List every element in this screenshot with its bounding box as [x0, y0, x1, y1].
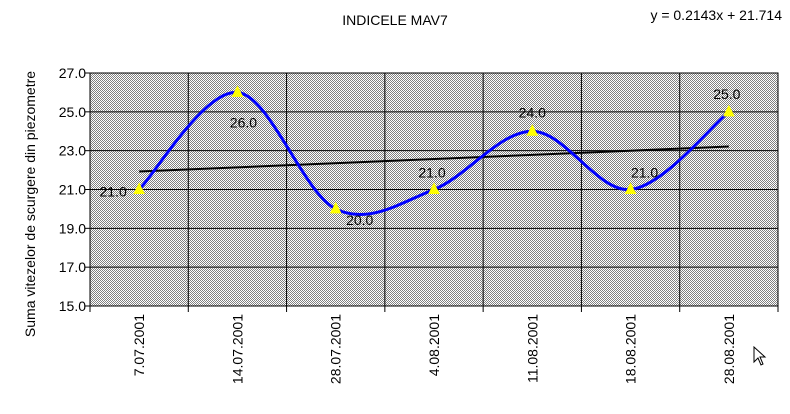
y-tick-label: 15.0 [59, 298, 86, 314]
data-label: 20.0 [346, 212, 373, 228]
y-tick-label: 23.0 [59, 143, 86, 159]
data-label: 25.0 [713, 86, 740, 102]
x-tick-label: 18.08.2001 [623, 314, 639, 384]
trendline [139, 145, 729, 173]
x-tick-label: 11.08.2001 [524, 314, 540, 383]
y-tick-label: 21.0 [59, 182, 86, 198]
mouse-cursor-icon [753, 346, 767, 366]
data-point-marker [526, 124, 539, 136]
data-label: 26.0 [230, 114, 257, 130]
trendline-equation: y = 0.2143x + 21.714 [650, 7, 782, 23]
y-tick-label: 17.0 [59, 259, 86, 275]
data-label: 21.0 [631, 165, 658, 181]
x-tick-label: 28.07.2001 [328, 314, 344, 384]
y-tick-label: 19.0 [59, 220, 86, 236]
data-point-marker [428, 182, 440, 194]
y-tick-label: 25.0 [59, 104, 86, 120]
y-tick-label: 27.0 [59, 65, 86, 81]
data-point-marker [133, 182, 145, 194]
x-tick-label: 7.07.2001 [131, 314, 147, 376]
data-label: 21.0 [100, 184, 127, 200]
data-point-marker [329, 201, 342, 214]
data-label: 24.0 [519, 104, 546, 120]
x-tick-label: 14.07.2001 [229, 314, 245, 384]
data-point-marker [624, 182, 637, 194]
x-tick-label: 4.08.2001 [426, 314, 442, 376]
data-point-marker [231, 85, 244, 97]
x-tick-label: 28.08.2001 [721, 314, 737, 384]
chart-title: INDICELE MAV7 [342, 12, 448, 28]
data-label: 21.0 [418, 165, 445, 181]
data-point-marker [723, 104, 735, 117]
